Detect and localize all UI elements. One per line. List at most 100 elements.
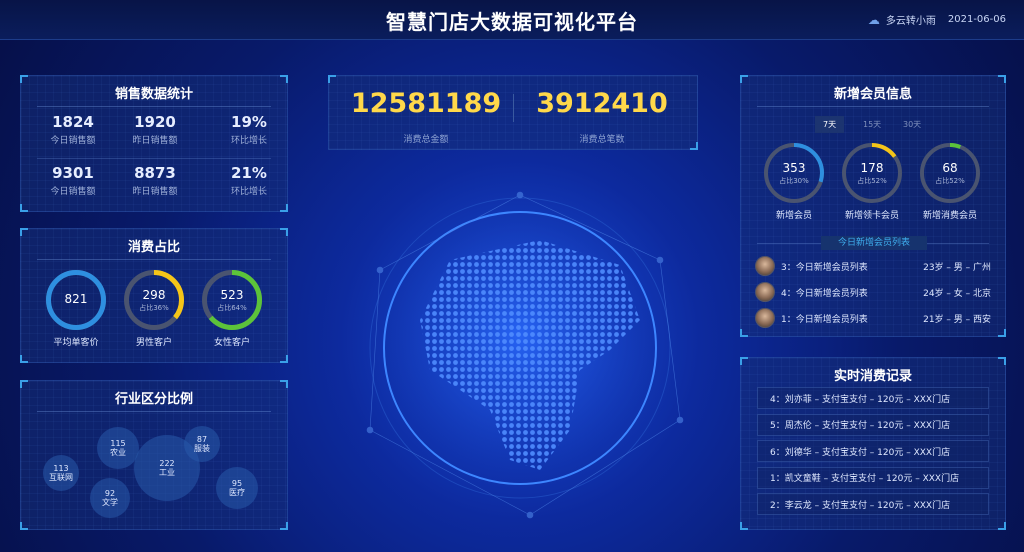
sales-stat: 9301 今日销售额 [33,164,113,197]
panel-title: 新增会员信息 [833,87,912,102]
panel-title: 消费占比 [127,240,180,255]
record-text: 1：凯文童鞋 – 支付宝支付 – 120元 – XXX门店 [770,474,960,484]
industry-panel: 行业区分比例 113 互联网 115 农业 222 工业 87 服装 92 文学 95 医疗 [20,380,288,530]
ring-label: 男性客户 [135,338,172,348]
ring-value: 178 [860,161,884,175]
ring-label: 新增消费会员 [922,211,977,221]
ring-value: 298 [142,288,166,302]
member-list-item[interactable]: 1：今日新增会员列表 21岁 – 男 – 西安 [755,308,991,328]
panel-title: 实时消费记录 [833,369,912,384]
bubble-label: 农业 [110,448,126,457]
tab-15-days[interactable]: 15天 [863,120,882,129]
bubble-value: 222 [159,458,175,468]
industry-bubble: 92 文学 [90,478,130,518]
sales-stat: 21% 环比增长 [209,164,289,197]
cloud-rain-icon: ☁ [867,12,880,27]
new-members-panel: 新增会员信息 7天 15天 30天 353 占比30% 新增会员 178 占比5… [740,75,1006,337]
ring-percent: 占比52% [857,177,887,185]
ring-value: 523 [220,288,244,302]
stat-value: 8873 [134,164,176,182]
record-row[interactable]: 6：刘德华 – 支付宝支付 – 120元 – XXX门店 [757,440,989,462]
bubble-value: 115 [110,438,126,448]
bubble-label: 医疗 [229,488,245,497]
ring-arc [124,270,184,330]
avatar [755,282,775,302]
consumption-panel: 消费占比 821 平均单客价 298 占比36% 男性客户 523 占比64% … [20,228,288,363]
bubble-value: 113 [53,463,69,473]
member-list-item[interactable]: 4：今日新增会员列表 24岁 – 女 – 北京 [755,282,991,302]
ring-label: 女性客户 [213,338,250,348]
ring-arc [842,143,902,203]
record-text: 4：刘亦菲 – 支付宝支付 – 120元 – XXX门店 [770,394,951,405]
bubble-label: 工业 [159,468,175,477]
stat-label: 昨日销售额 [132,136,178,146]
ring-percent: 占比36% [139,304,169,312]
weather-text: 多云转小雨 [885,16,936,27]
page-title: 智慧门店大数据可视化平台 [386,10,638,34]
stat-value: 1920 [134,113,176,131]
ring-arc [46,270,106,330]
bubble-value: 87 [196,434,208,444]
ring-label: 新增领卡会员 [844,211,899,221]
sales-stats-panel: 销售数据统计 1824 今日销售额 1920 昨日销售额 19% 环比增长 9301 今日销售… [20,75,288,212]
record-text: 5：周杰伦 – 支付宝支付 – 120元 – XXX门店 [770,421,951,431]
avatar [755,256,775,276]
stat-value: 21% [231,164,267,182]
industry-bubble: 115 农业 [97,427,139,469]
tab-30-days[interactable]: 30天 [903,120,922,129]
ring-percent: 占比52% [935,177,965,185]
panel-title: 销售数据统计 [114,87,193,102]
record-row[interactable]: 1：凯文童鞋 – 支付宝支付 – 120元 – XXX门店 [757,466,989,489]
ring-chart: 178 占比52% 新增领卡会员 [833,142,911,221]
member-list-title: 今日新增会员列表 [821,236,927,250]
total-amount-value: 12581189 [350,88,502,119]
bubble-label: 互联网 [49,473,73,482]
stat-value: 9301 [52,164,94,182]
ring-chart: 68 占比52% 新增消费会员 [911,142,989,221]
bubble-value: 92 [104,488,116,498]
stat-label: 今日销售额 [50,187,96,197]
stat-label: 昨日销售额 [132,187,178,197]
member-info: 24岁 – 女 – 北京 [923,288,991,299]
panel-title: 行业区分比例 [114,392,193,407]
stat-label: 环比增长 [230,187,267,197]
total-count-value: 3912410 [536,88,668,119]
stat-value: 19% [231,113,267,131]
record-row[interactable]: 5：周杰伦 – 支付宝支付 – 120元 – XXX门店 [757,413,989,436]
record-row[interactable]: 2：李云龙 – 支付宝支付 – 120元 – XXX门店 [757,493,989,515]
industry-bubble: 87 服装 [184,426,220,462]
member-name: 4：今日新增会员列表 [781,288,868,299]
avatar [755,308,775,328]
stat-label: 今日销售额 [50,136,96,146]
ring-chart: 298 占比36% 男性客户 [115,269,193,348]
member-info: 21岁 – 男 – 西安 [923,314,991,325]
sales-stat: 1824 今日销售额 [33,113,113,146]
realtime-records-panel: 实时消费记录 4：刘亦菲 – 支付宝支付 – 120元 – XXX门店 5：周杰伦… [740,357,1006,530]
globe-graphic [366,191,684,519]
bubble-label: 文学 [102,498,118,507]
sales-stat: 19% 环比增长 [209,113,289,146]
sales-stat: 1920 昨日销售额 [115,113,195,146]
member-name: 3：今日新增会员列表 [781,262,868,273]
industry-bubble: 95 医疗 [216,467,258,509]
member-list-item[interactable]: 3：今日新增会员列表 23岁 – 男 – 广州 [755,256,991,276]
total-count-label: 消费总笔数 [579,135,625,145]
member-name: 1：今日新增会员列表 [781,314,868,325]
record-text: 6：刘德华 – 支付宝支付 – 120元 – XXX门店 [770,447,951,458]
stat-value: 1824 [52,113,94,131]
ring-chart: 523 占比64% 女性客户 [193,269,271,348]
tab-7-days[interactable]: 7天 [815,116,845,133]
totals-panel: 12581189 消费总金额 3912410 消费总笔数 [328,75,698,150]
ring-label: 平均单客价 [53,338,99,348]
date-text: 2021-06-06 [947,14,1006,25]
sales-stat: 8873 昨日销售额 [115,164,195,197]
record-row[interactable]: 4：刘亦菲 – 支付宝支付 – 120元 – XXX门店 [757,387,989,409]
bubble-value: 95 [231,478,243,488]
ring-chart: 821 平均单客价 [37,269,115,348]
ring-chart: 353 占比30% 新增会员 [755,142,833,221]
ring-arc [764,143,824,203]
total-amount-label: 消费总金额 [403,135,449,145]
bubble-label: 服装 [194,444,210,453]
member-info: 23岁 – 男 – 广州 [923,262,991,273]
ring-percent: 占比30% [779,177,809,185]
